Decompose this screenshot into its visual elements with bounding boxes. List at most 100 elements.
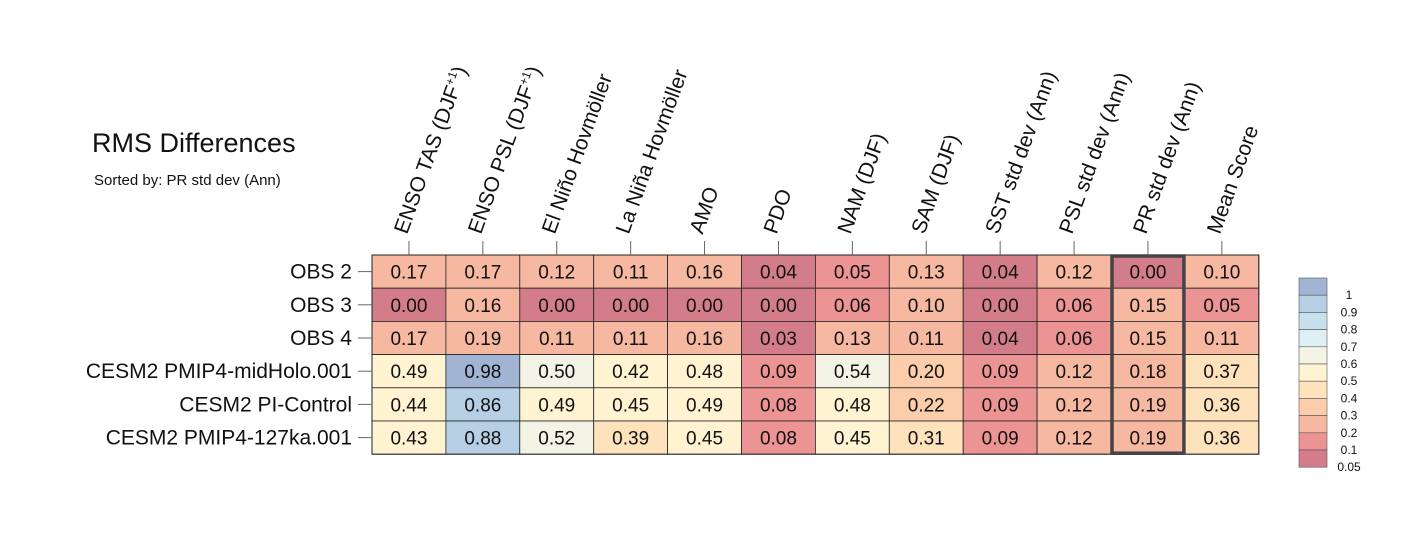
colorbar-swatch	[1298, 449, 1328, 468]
colorbar-swatch	[1298, 329, 1328, 348]
heatmap-cell	[445, 287, 521, 322]
colorbar-swatch	[1298, 363, 1328, 382]
cell-value-label: 0.12	[1056, 263, 1093, 284]
colorbar-label: 0.1	[1341, 443, 1358, 457]
heatmap-cell	[1036, 354, 1112, 389]
cell-value-label: 0.04	[982, 263, 1019, 284]
cell-value-label: 0.11	[908, 329, 944, 350]
cell-value-label: 0.00	[1129, 263, 1166, 284]
cell-value-label: 0.18	[1129, 362, 1166, 383]
colorbar-swatch	[1298, 415, 1328, 434]
heatmap-cell	[962, 254, 1038, 289]
cell-value-label: 0.12	[1056, 362, 1093, 383]
colorbar-label: 1	[1346, 288, 1353, 302]
cell-value-label: 0.09	[982, 362, 1019, 383]
cell-value-label: 0.16	[686, 263, 723, 284]
cell-value-label: 0.98	[464, 362, 501, 383]
cell-value-label: 0.09	[982, 429, 1019, 450]
cell-value-label: 0.44	[390, 395, 427, 416]
heatmap-cell	[1110, 320, 1186, 355]
cell-value-label: 0.05	[1203, 296, 1240, 317]
cell-value-label: 0.10	[1203, 263, 1240, 284]
cell-value-label: 0.11	[1204, 329, 1240, 350]
column-label: El Niño Hovmöller	[538, 71, 617, 237]
cell-value-label: 0.06	[1056, 296, 1093, 317]
cell-value-label: 0.36	[1203, 395, 1240, 416]
heatmap-cell	[593, 420, 669, 455]
cell-value-label: 0.11	[613, 329, 649, 350]
heatmap-cell	[815, 420, 890, 455]
cell-value-label: 0.50	[538, 362, 575, 383]
cell-value-label: 0.12	[538, 263, 575, 284]
colorbar-label: 0.2	[1341, 426, 1358, 440]
row-label: OBS 3	[290, 294, 352, 317]
cell-value-label: 0.86	[464, 395, 501, 416]
cell-value-label: 0.04	[982, 329, 1019, 350]
column-label: ENSO TAS (DJF+1)	[389, 63, 472, 237]
heatmap-cell	[962, 387, 1038, 422]
column-label: SAM (DJF)	[907, 131, 964, 236]
heatmap-cell	[888, 420, 964, 455]
cell-value-label: 0.52	[538, 429, 575, 450]
cell-value-label: 0.09	[760, 362, 797, 383]
column-label: Mean Score	[1203, 122, 1263, 236]
cell-value-label: 0.15	[1129, 329, 1166, 350]
cell-value-label: 0.17	[464, 263, 501, 284]
column-label: La Niña Hovmöller	[612, 67, 693, 237]
chart-title: RMS Differences	[92, 128, 296, 158]
cell-value-label: 0.10	[908, 296, 945, 317]
column-label: AMO	[686, 184, 724, 237]
column-label: PDO	[760, 186, 797, 237]
cell-value-label: 0.20	[908, 362, 945, 383]
heatmap-cell	[1036, 420, 1112, 455]
cell-value-label: 0.45	[686, 429, 723, 450]
heatmap-cell	[815, 254, 890, 289]
cell-value-label: 0.16	[686, 329, 723, 350]
heatmap-cell	[1184, 287, 1260, 322]
cell-value-label: 0.11	[613, 263, 649, 284]
cell-value-label: 0.42	[612, 362, 649, 383]
cell-value-label: 0.06	[834, 296, 871, 317]
cell-value-label: 0.45	[834, 429, 871, 450]
heatmap-cell	[371, 254, 447, 289]
heatmap-cell	[741, 387, 816, 422]
heatmap-cell	[445, 320, 521, 355]
heatmap-cell	[593, 287, 669, 322]
heatmap-cell	[962, 320, 1038, 355]
colorbar-swatch	[1298, 432, 1328, 451]
cell-value-label: 0.06	[1056, 329, 1093, 350]
colorbar-swatch	[1298, 294, 1328, 313]
colorbar-label: 0.9	[1341, 305, 1358, 319]
colorbar-label: 0.8	[1341, 323, 1358, 337]
colorbar-swatch	[1298, 312, 1328, 330]
colorbar-label: 0.7	[1341, 340, 1358, 354]
cell-value-label: 0.31	[908, 429, 945, 450]
cell-value-label: 0.19	[464, 329, 501, 350]
cell-value-label: 0.88	[464, 429, 501, 450]
cell-value-label: 0.05	[834, 263, 871, 284]
cell-value-label: 0.36	[1203, 429, 1240, 450]
row-label: CESM2 PMIP4-midHolo.001	[86, 360, 352, 383]
row-label: OBS 4	[290, 327, 352, 350]
highlight-column-frame	[1110, 254, 1186, 455]
row-label: CESM2 PMIP4-127ka.001	[106, 427, 352, 450]
heatmap-cell	[519, 354, 595, 389]
cell-value-label: 0.00	[982, 296, 1019, 317]
heatmap-cell	[888, 387, 964, 422]
cell-value-label: 0.16	[464, 296, 501, 317]
heatmap-border	[371, 254, 1260, 455]
cell-value-label: 0.00	[760, 296, 797, 317]
cell-value-label: 0.45	[612, 395, 649, 416]
column-label: NAM (DJF)	[833, 130, 891, 237]
heatmap-cell	[445, 420, 521, 455]
colorbar-label: 0.6	[1341, 357, 1358, 371]
heatmap-cell	[519, 320, 595, 355]
row-label: OBS 2	[290, 261, 352, 284]
colorbar-label: 0.4	[1341, 391, 1358, 405]
cell-value-label: 0.13	[908, 263, 945, 284]
heatmap-cell	[593, 387, 669, 422]
cell-value-label: 0.00	[686, 296, 723, 317]
cell-value-label: 0.08	[760, 395, 797, 416]
column-label: PR std dev (Ann)	[1129, 79, 1205, 237]
